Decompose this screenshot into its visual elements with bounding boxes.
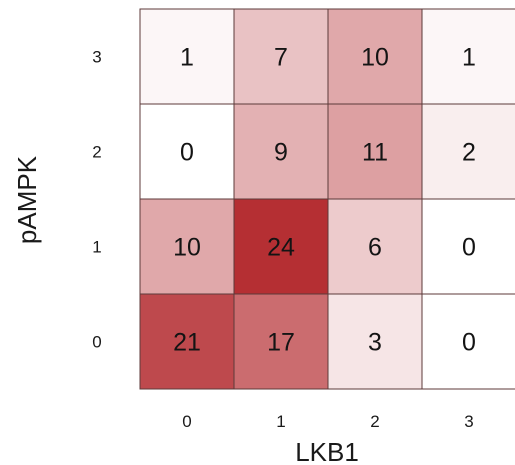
x-tick-label-0: 0 [182, 412, 191, 431]
heatmap-cell-lkb1-2-pampk-1 [327, 198, 423, 295]
cell-value-label-lkb1-3-pampk-3: 1 [462, 44, 476, 72]
cell-value-label-lkb1-3-pampk-2: 2 [462, 139, 476, 167]
heatmap-cell-lkb1-3-pampk-0 [421, 293, 515, 390]
cell-value-label-lkb1-2-pampk-3: 10 [361, 44, 389, 72]
cell-value-label-lkb1-1-pampk-1: 24 [267, 234, 295, 262]
cell-value-label-lkb1-0-pampk-2: 0 [180, 139, 194, 167]
cell-value-label-lkb1-1-pampk-2: 9 [274, 139, 288, 167]
x-axis-title: LKB1 [295, 437, 359, 465]
y-tick-label-3: 3 [92, 48, 101, 67]
cell-value-label-lkb1-0-pampk-1: 10 [173, 234, 201, 262]
heatmap-cell-lkb1-0-pampk-0 [139, 293, 235, 390]
heatmap-cell-lkb1-2-pampk-2 [327, 103, 423, 200]
y-axis-title: pAMPK [12, 155, 42, 244]
heatmap-cell-lkb1-1-pampk-0 [233, 293, 329, 390]
heatmap-cell-lkb1-0-pampk-3 [139, 8, 235, 105]
cell-value-label-lkb1-2-pampk-0: 3 [368, 329, 382, 357]
heatmap-cell-lkb1-1-pampk-1 [233, 198, 329, 295]
cell-value-label-lkb1-1-pampk-3: 7 [274, 44, 288, 72]
heatmap-cell-lkb1-2-pampk-3 [327, 8, 423, 105]
heatmap-cells [139, 8, 515, 390]
heatmap-cell-lkb1-0-pampk-1 [139, 198, 235, 295]
cell-value-label-lkb1-1-pampk-0: 17 [267, 329, 295, 357]
y-tick-label-0: 0 [92, 333, 101, 352]
y-tick-label-1: 1 [92, 238, 101, 257]
x-tick-label-2: 2 [370, 412, 379, 431]
y-tick-label-2: 2 [92, 143, 101, 162]
cell-value-label-lkb1-2-pampk-2: 11 [362, 139, 388, 167]
heatmap-cell-lkb1-1-pampk-2 [233, 103, 329, 200]
heatmap-cell-lkb1-1-pampk-3 [233, 8, 329, 105]
cell-value-label-lkb1-0-pampk-0: 21 [173, 329, 201, 357]
cell-value-label-lkb1-3-pampk-1: 0 [462, 234, 476, 262]
cell-value-labels: 21 17 3 010 24 6 00 9 11 21 7 10 1 [173, 44, 476, 357]
x-tick-label-3: 3 [464, 412, 473, 431]
heatmap-cell-lkb1-3-pampk-3 [421, 8, 515, 105]
axis-tick-labels: 0 1 2 3 0 1 2 3 [92, 48, 473, 432]
cell-value-label-lkb1-3-pampk-0: 0 [462, 329, 476, 357]
x-tick-label-1: 1 [276, 412, 285, 431]
cell-value-label-lkb1-0-pampk-3: 1 [180, 44, 194, 72]
cell-value-label-lkb1-2-pampk-1: 6 [368, 234, 382, 262]
